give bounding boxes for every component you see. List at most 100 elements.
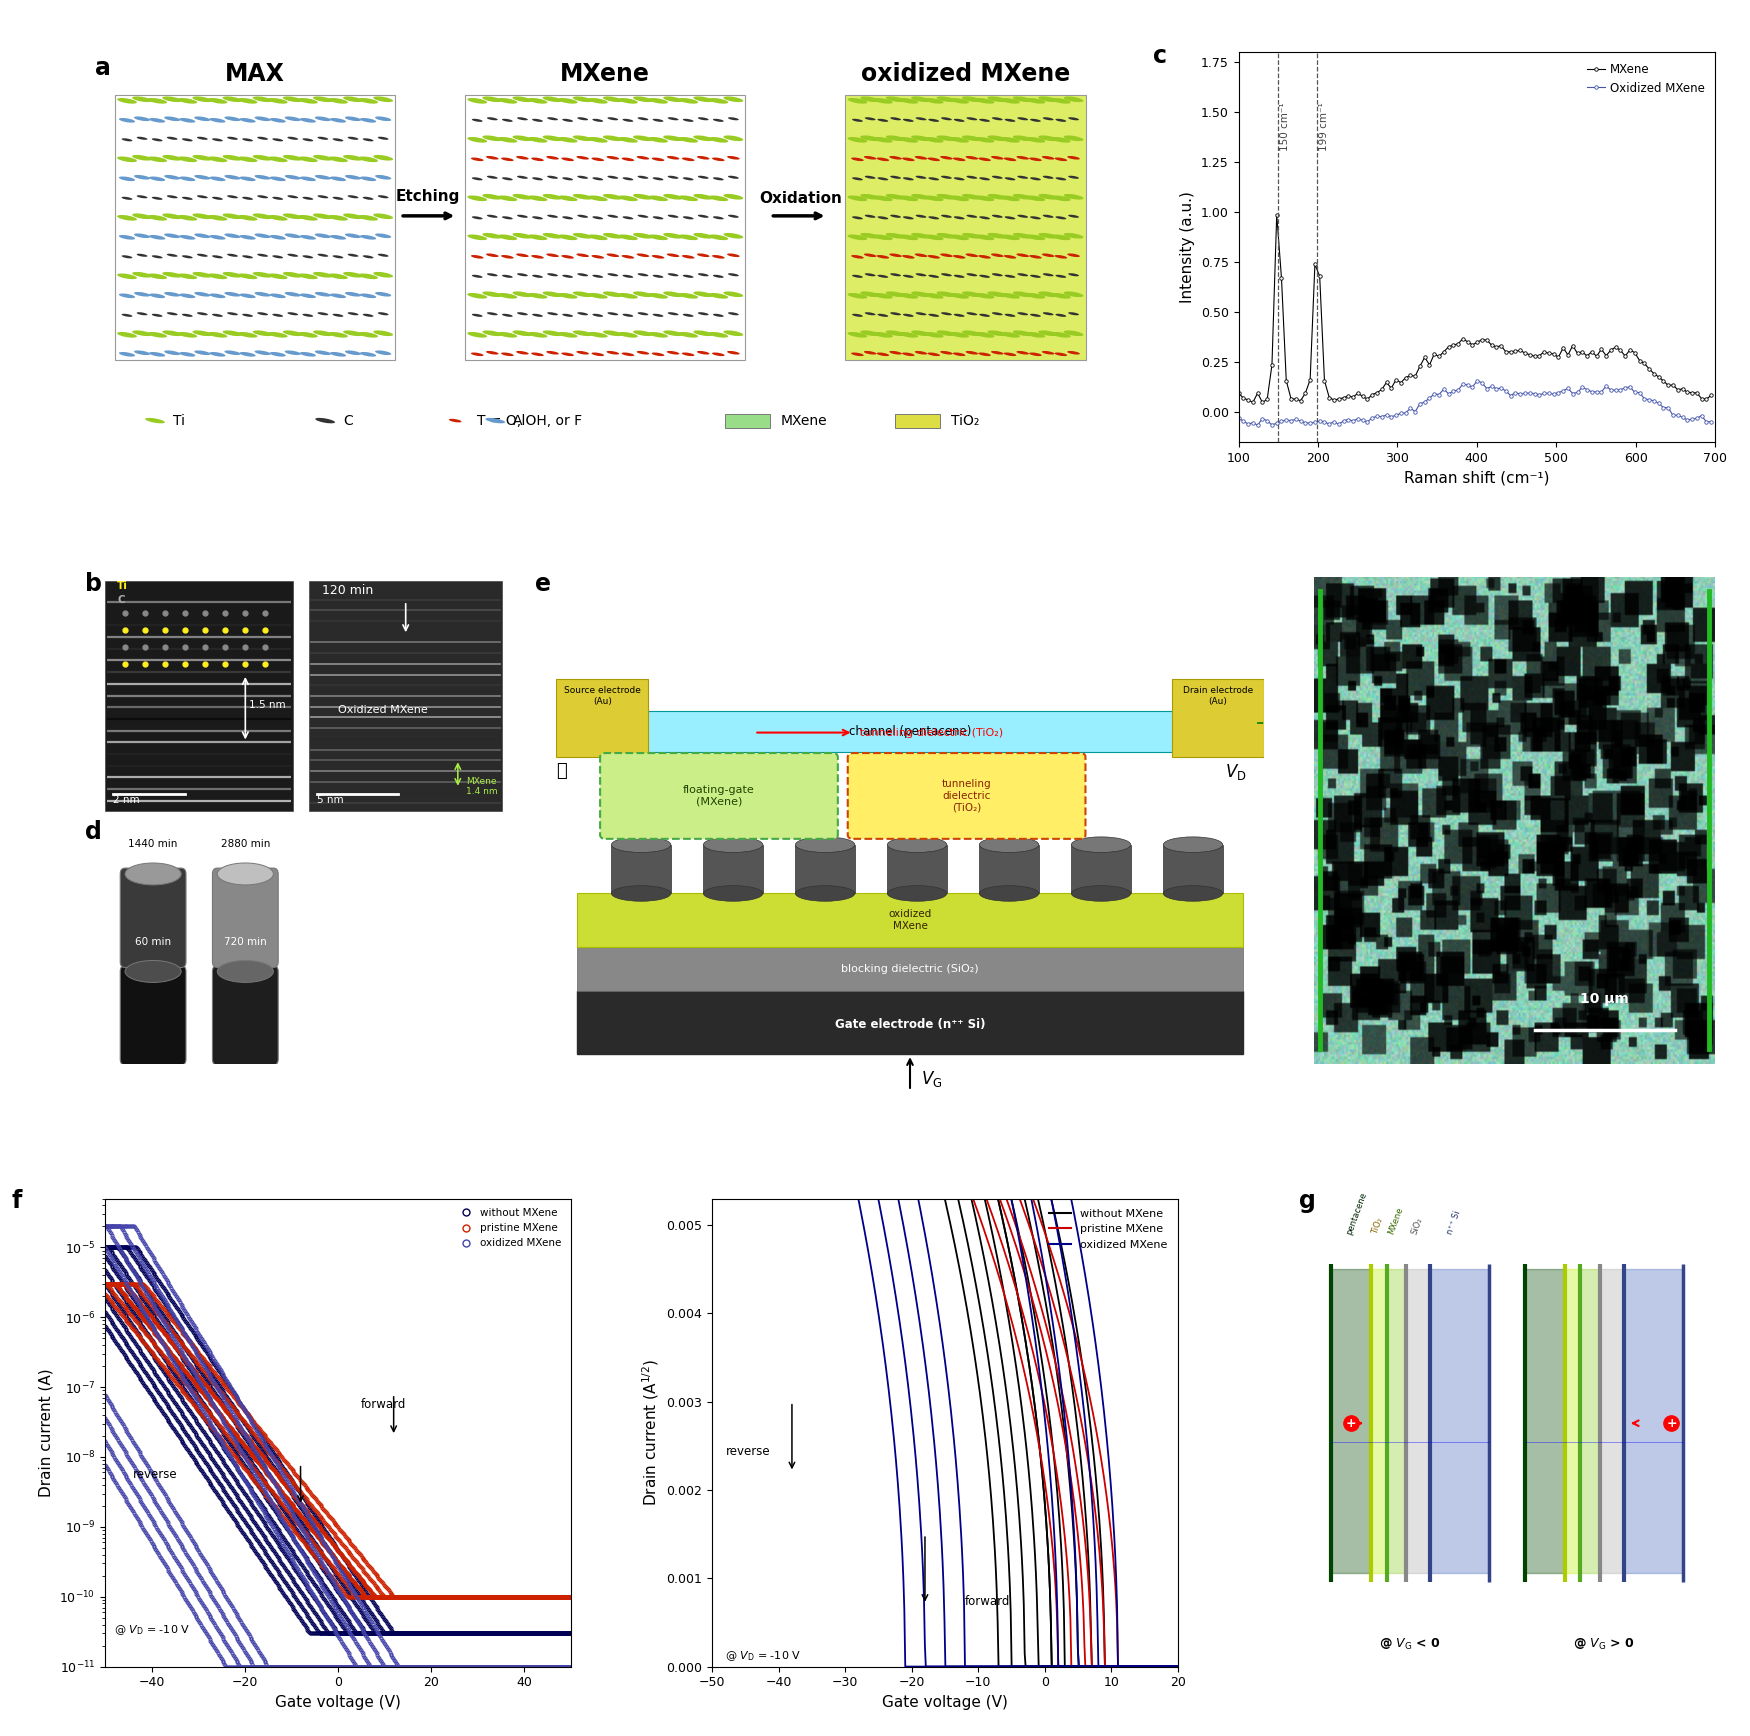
Text: channel (pentacene): channel (pentacene) [849, 726, 971, 738]
Ellipse shape [149, 177, 164, 181]
Ellipse shape [682, 118, 693, 122]
Ellipse shape [978, 255, 990, 259]
Text: C: C [343, 413, 354, 427]
Ellipse shape [592, 177, 604, 181]
Ellipse shape [623, 118, 634, 122]
Ellipse shape [847, 196, 868, 201]
Ellipse shape [1017, 273, 1029, 276]
Ellipse shape [1043, 273, 1054, 276]
Ellipse shape [299, 177, 317, 181]
Ellipse shape [682, 217, 693, 219]
Ellipse shape [928, 255, 940, 259]
Ellipse shape [360, 352, 376, 356]
Ellipse shape [648, 137, 668, 142]
Ellipse shape [254, 175, 271, 179]
Ellipse shape [592, 217, 604, 219]
Ellipse shape [864, 118, 875, 120]
Ellipse shape [668, 273, 679, 276]
Ellipse shape [877, 352, 889, 356]
Ellipse shape [963, 233, 982, 238]
Ellipse shape [992, 273, 1003, 276]
Bar [1164, 845, 1223, 894]
Ellipse shape [299, 234, 317, 240]
Ellipse shape [653, 177, 663, 181]
Ellipse shape [500, 158, 514, 161]
Ellipse shape [709, 234, 728, 240]
Ellipse shape [886, 233, 905, 238]
Ellipse shape [712, 314, 724, 318]
Ellipse shape [270, 234, 285, 240]
Ellipse shape [952, 352, 966, 356]
Ellipse shape [588, 332, 607, 337]
Ellipse shape [166, 312, 178, 316]
Text: 60 min: 60 min [135, 937, 172, 946]
Ellipse shape [315, 175, 331, 179]
Ellipse shape [117, 274, 136, 279]
Ellipse shape [177, 97, 198, 104]
Ellipse shape [889, 253, 901, 257]
Ellipse shape [1068, 312, 1080, 316]
Ellipse shape [618, 196, 637, 201]
Ellipse shape [502, 314, 513, 318]
Ellipse shape [887, 837, 947, 852]
Ellipse shape [483, 330, 502, 337]
Ellipse shape [709, 137, 728, 142]
Ellipse shape [527, 332, 548, 337]
Ellipse shape [928, 217, 940, 219]
Ellipse shape [467, 137, 486, 142]
Ellipse shape [999, 293, 1020, 299]
Ellipse shape [723, 330, 744, 337]
Ellipse shape [542, 194, 562, 200]
Ellipse shape [224, 175, 240, 179]
Ellipse shape [975, 293, 994, 299]
Oxidized MXene [1228, 408, 1250, 429]
Ellipse shape [558, 234, 578, 240]
Ellipse shape [497, 137, 518, 142]
Ellipse shape [928, 177, 940, 181]
Ellipse shape [516, 175, 528, 179]
Ellipse shape [152, 196, 163, 200]
Ellipse shape [852, 177, 863, 181]
Ellipse shape [847, 293, 868, 299]
Ellipse shape [949, 234, 970, 240]
Ellipse shape [212, 255, 222, 259]
Ellipse shape [240, 293, 256, 299]
Ellipse shape [359, 274, 378, 279]
Ellipse shape [604, 330, 623, 337]
Ellipse shape [980, 118, 990, 122]
Ellipse shape [966, 118, 977, 120]
Ellipse shape [987, 194, 1008, 200]
Y-axis label: Intensity (a.u.): Intensity (a.u.) [1180, 191, 1195, 304]
Ellipse shape [847, 97, 868, 104]
Ellipse shape [1043, 215, 1054, 217]
Ellipse shape [1055, 274, 1066, 278]
Ellipse shape [268, 156, 287, 161]
Ellipse shape [975, 332, 994, 337]
Bar [556, 679, 648, 757]
FancyBboxPatch shape [212, 965, 278, 1064]
Ellipse shape [1004, 274, 1015, 278]
Ellipse shape [133, 155, 152, 161]
Ellipse shape [698, 118, 709, 120]
Text: forward: forward [360, 1397, 406, 1411]
Ellipse shape [192, 155, 212, 161]
Ellipse shape [1064, 233, 1083, 238]
Ellipse shape [987, 97, 1008, 102]
Ellipse shape [257, 312, 268, 316]
Ellipse shape [864, 273, 875, 276]
Ellipse shape [942, 175, 952, 179]
Ellipse shape [527, 234, 548, 240]
Ellipse shape [238, 332, 257, 337]
Ellipse shape [532, 274, 542, 278]
Ellipse shape [912, 292, 931, 297]
Ellipse shape [487, 312, 497, 316]
Ellipse shape [329, 352, 346, 356]
Ellipse shape [268, 332, 287, 337]
Ellipse shape [915, 215, 926, 217]
Ellipse shape [663, 292, 682, 297]
Ellipse shape [273, 196, 284, 200]
Ellipse shape [592, 352, 604, 356]
Ellipse shape [532, 314, 542, 318]
Ellipse shape [847, 332, 868, 337]
Ellipse shape [166, 253, 178, 257]
